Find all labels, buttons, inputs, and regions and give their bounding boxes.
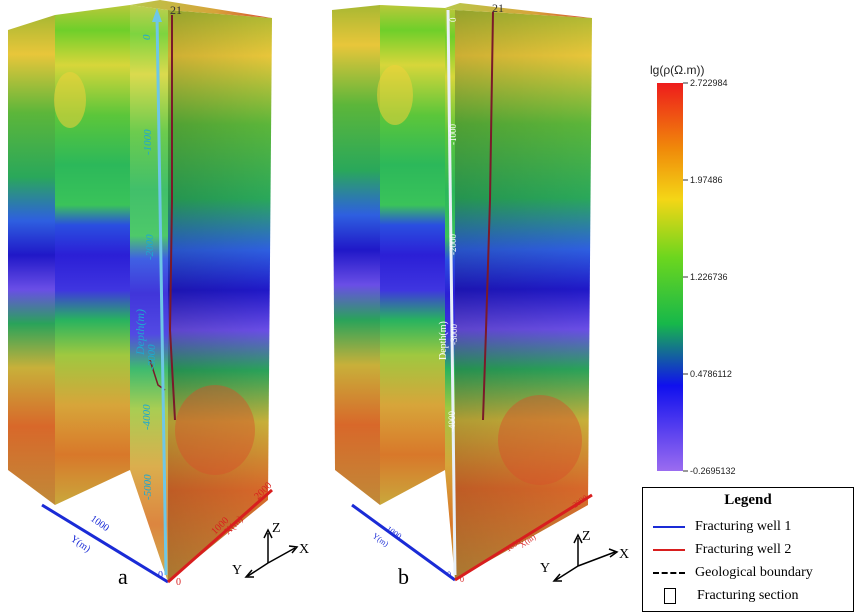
panel-b-well-number: 21 <box>492 1 504 15</box>
panel-a-origin-tick: 0 <box>176 577 181 588</box>
panel-a-left-face <box>8 15 55 505</box>
legend-item-geological-boundary: Geological boundary <box>653 562 813 584</box>
panel-a-x-axis-line <box>167 488 273 584</box>
panel-a-y-axis-line <box>41 503 169 584</box>
legend-swatch <box>653 572 685 574</box>
colorbar-tick-label: 1.97486 <box>690 175 723 185</box>
panel-b-origin-tick: 0 <box>447 570 451 579</box>
panel-b-depth-tick: -4000 <box>447 411 457 432</box>
axis-triad-b <box>552 533 619 582</box>
axis-triad-b-z: Z <box>582 529 591 544</box>
panel-a-depth-axis <box>155 14 168 576</box>
legend-swatch <box>653 526 685 528</box>
axis-triad-a-z: Z <box>272 521 281 536</box>
panel-b-y-axis-label: Y(m) <box>371 531 391 549</box>
legend-swatch <box>653 549 685 551</box>
panel-a-depth-tick: 0 <box>141 34 153 40</box>
panel-a-label: a <box>118 564 128 589</box>
axis-triad-a <box>244 528 299 578</box>
panel-b-x-axis-line <box>454 493 593 582</box>
panel-b-depth-tick: 0 <box>448 17 458 22</box>
legend-swatch <box>664 588 676 604</box>
panel-b-origin-tick: 0 <box>460 575 464 584</box>
legend: Legend Fracturing well 1 Fracturing well… <box>642 487 854 612</box>
panel-a-fracturing-well-2 <box>168 15 176 421</box>
legend-label: Fracturing well 1 <box>695 519 792 534</box>
legend-title: Legend <box>724 492 772 508</box>
panel-a-volume <box>8 0 273 584</box>
panel-b-depth-tick: -1000 <box>448 124 458 145</box>
legend-label: Fracturing section <box>697 588 799 603</box>
colorbar-title: lg(ρ(Ω.m)) <box>650 63 704 77</box>
panel-b-front-face <box>380 5 445 505</box>
panel-b-left-face <box>332 5 380 505</box>
panel-b-fracturing-well-2 <box>482 11 494 421</box>
panel-a-depth-tick: -3000 <box>146 344 158 370</box>
axis-triad-b-y: Y <box>540 561 550 576</box>
panel-b-label: b <box>398 564 409 589</box>
panel-a-origin-tick: 0 <box>158 570 163 581</box>
colorbar-tick-label: 1.226736 <box>690 272 728 282</box>
panel-b-y-axis-line <box>351 503 456 582</box>
panel-b-depth-axis <box>446 9 457 576</box>
panel-a-depth-tick: -2000 <box>144 234 156 260</box>
legend-item-well-2: Fracturing well 2 <box>653 539 791 561</box>
panel-a-front-face <box>55 5 130 505</box>
axis-triad-a-y: Y <box>232 563 242 578</box>
legend-item-well-1: Fracturing well 1 <box>653 516 791 538</box>
panel-a-y-axis-label: Y(m) <box>68 533 92 554</box>
legend-label: Geological boundary <box>695 565 813 580</box>
panel-b-volume <box>332 3 593 582</box>
panel-a-depth-tick: -1000 <box>142 129 154 155</box>
panel-a-depth-label: Depth(m) <box>133 309 147 356</box>
axis-triad-a-x: X <box>299 542 309 557</box>
panel-a-depth-tick: -5000 <box>142 474 154 500</box>
panel-b-top-face <box>445 3 592 18</box>
panel-b-depth-tick: -3000 <box>449 324 459 345</box>
panel-b-depth-tick: -2000 <box>448 234 458 255</box>
panel-a-well-number: 21 <box>170 3 182 17</box>
legend-item-fracturing-section: Fracturing section <box>653 585 798 607</box>
panel-b-depth-label: Depth(m) <box>438 321 449 360</box>
colorbar-tick-label: -0.2695132 <box>690 466 736 476</box>
panel-a-depth-tick: -4000 <box>141 404 153 430</box>
colorbar-tick-label: 2.722984 <box>690 78 728 88</box>
legend-label: Fracturing well 2 <box>695 542 792 557</box>
axis-triad-b-x: X <box>619 547 629 562</box>
colorbar-tick-label: 0.4786112 <box>690 369 732 379</box>
colorbar-gradient <box>657 83 683 471</box>
panel-a-top-face <box>130 0 272 18</box>
